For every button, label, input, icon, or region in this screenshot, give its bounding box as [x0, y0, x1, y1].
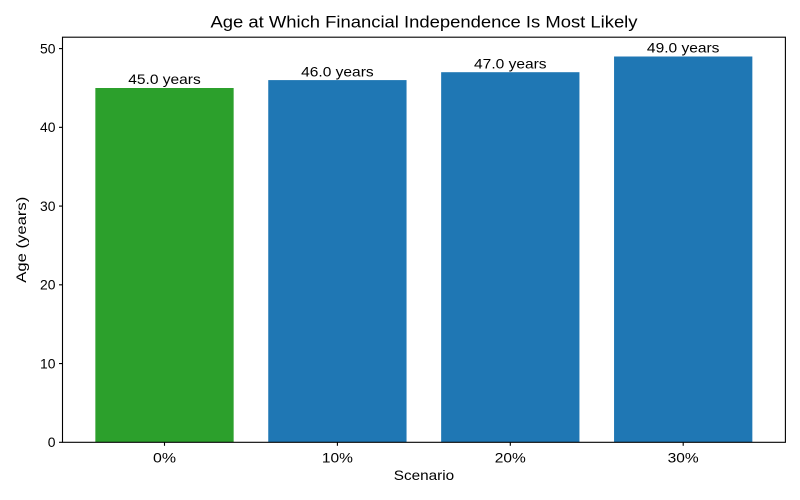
svg-text:20: 20	[40, 277, 56, 293]
svg-text:49.0 years: 49.0 years	[647, 40, 720, 56]
svg-text:50: 50	[40, 40, 56, 56]
svg-text:0%: 0%	[153, 450, 176, 466]
svg-text:30: 30	[40, 198, 56, 214]
svg-text:0: 0	[48, 434, 56, 450]
svg-text:20%: 20%	[495, 450, 526, 466]
svg-text:46.0 years: 46.0 years	[301, 63, 374, 79]
svg-text:30%: 30%	[668, 450, 699, 466]
svg-text:Age (years): Age (years)	[13, 197, 29, 283]
svg-text:10%: 10%	[322, 450, 353, 466]
svg-text:47.0 years: 47.0 years	[474, 55, 547, 71]
svg-text:Scenario: Scenario	[394, 467, 455, 483]
svg-text:Age at Which Financial Indepen: Age at Which Financial Independence Is M…	[211, 13, 639, 32]
svg-text:45.0 years: 45.0 years	[128, 71, 201, 87]
svg-text:40: 40	[40, 119, 56, 135]
svg-text:10: 10	[40, 355, 56, 371]
